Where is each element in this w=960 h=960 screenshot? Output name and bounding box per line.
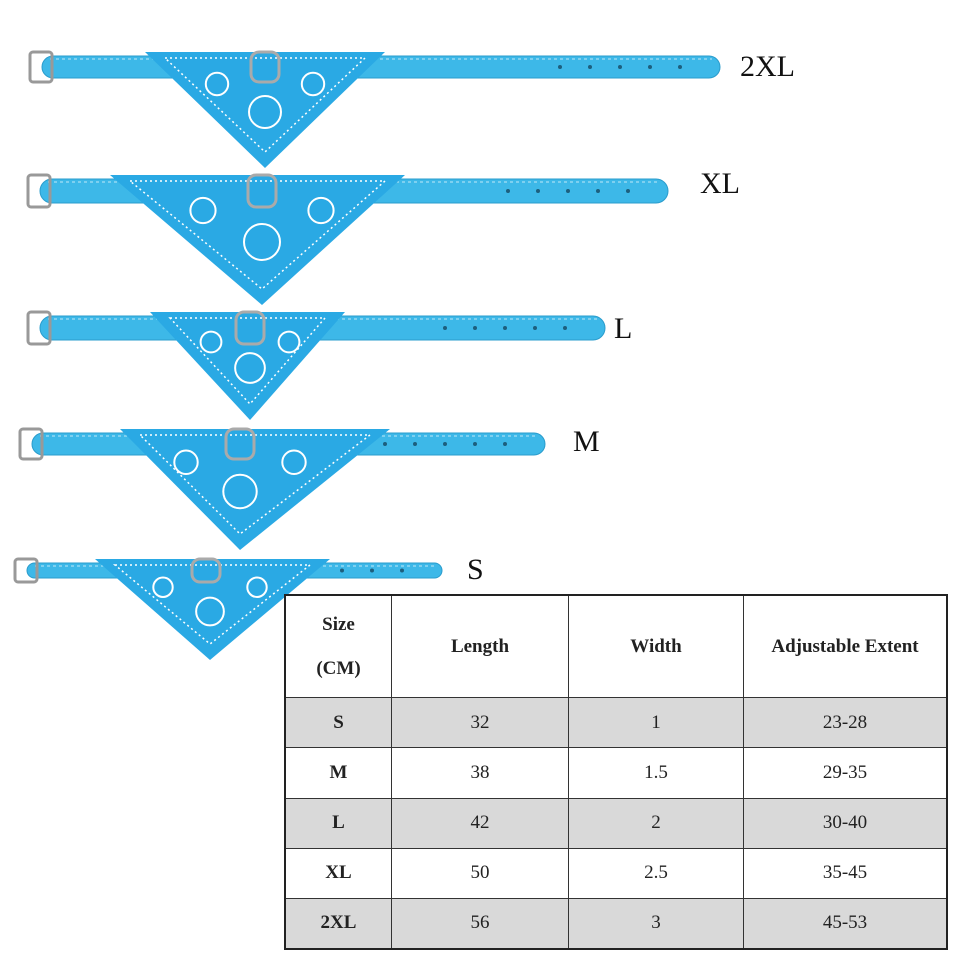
paisley-pattern: [173, 449, 199, 475]
bandana: [120, 429, 390, 550]
strap-hole: [558, 65, 562, 69]
strap-hole: [566, 189, 570, 193]
table-row: S 32 1 23-28: [284, 697, 948, 749]
cell-size: S: [284, 697, 392, 749]
buckle-icon: [28, 50, 54, 84]
paisley-pattern: [307, 196, 335, 225]
header-size-line1: Size: [322, 613, 355, 635]
paisley-pattern: [199, 330, 223, 354]
cell-size: L: [284, 797, 392, 849]
paisley-pattern: [222, 473, 258, 510]
strap-hole: [596, 189, 600, 193]
label-l: L: [614, 312, 633, 345]
cell-extent: 30-40: [743, 797, 948, 849]
strap-hole: [473, 326, 477, 330]
strap-hole: [626, 189, 630, 193]
cell-extent: 29-35: [743, 747, 948, 799]
bandana-border-pattern: [163, 57, 367, 154]
d-ring-icon: [224, 427, 256, 461]
cell-length: 42: [391, 797, 569, 849]
header-extent: Adjustable Extent: [743, 594, 948, 699]
bandana: [110, 175, 405, 305]
strap-hole: [473, 442, 477, 446]
cell-size: 2XL: [284, 897, 392, 950]
cell-width: 1: [568, 697, 744, 749]
strap-hole: [506, 189, 510, 193]
strap-hole: [588, 65, 592, 69]
strap-hole: [370, 568, 374, 573]
strap-hole: [533, 326, 537, 330]
header-width: Width: [568, 594, 744, 699]
d-ring-icon: [190, 557, 222, 584]
strap-hole: [413, 442, 417, 446]
header-length: Length: [391, 594, 569, 699]
header-size-line2: (CM): [316, 657, 361, 679]
label-xl: XL: [700, 167, 740, 200]
paisley-pattern: [300, 71, 326, 97]
cell-size: XL: [284, 847, 392, 899]
strap-hole: [563, 326, 567, 330]
strap-hole: [536, 189, 540, 193]
paisley-pattern: [281, 449, 307, 475]
size-chart-table: Size (CM) Length Width Adjustable Extent…: [284, 594, 948, 950]
strap-hole: [503, 326, 507, 330]
d-ring-icon: [246, 173, 278, 209]
paisley-pattern: [204, 71, 230, 97]
paisley-pattern: [248, 95, 282, 129]
cell-length: 38: [391, 747, 569, 799]
cell-length: 50: [391, 847, 569, 899]
table-header-row: Size (CM) Length Width Adjustable Extent: [284, 594, 948, 699]
buckle-icon: [26, 310, 52, 346]
table-row: L 42 2 30-40: [284, 797, 948, 849]
paisley-pattern: [246, 576, 268, 598]
strap-hole: [400, 568, 404, 573]
label-m: M: [573, 425, 600, 458]
cell-extent: 23-28: [743, 697, 948, 749]
paisley-pattern: [277, 330, 301, 354]
paisley-pattern: [152, 576, 174, 598]
cell-width: 1.5: [568, 747, 744, 799]
paisley-pattern: [234, 352, 266, 384]
paisley-pattern: [195, 596, 225, 627]
cell-size: M: [284, 747, 392, 799]
strap-hole: [383, 442, 387, 446]
table-row: XL 50 2.5 35-45: [284, 847, 948, 899]
cell-extent: 35-45: [743, 847, 948, 899]
collar-images: [13, 50, 721, 660]
strap-hole: [340, 568, 344, 573]
cell-length: 56: [391, 897, 569, 950]
strap-hole: [443, 442, 447, 446]
table-row: M 38 1.5 29-35: [284, 747, 948, 799]
strap-hole: [678, 65, 682, 69]
cell-width: 2.5: [568, 847, 744, 899]
paisley-pattern: [243, 223, 281, 261]
label-s: S: [467, 553, 484, 586]
d-ring-icon: [249, 50, 281, 84]
buckle-icon: [13, 557, 39, 584]
cell-length: 32: [391, 697, 569, 749]
strap-hole: [503, 442, 507, 446]
strap-hole: [648, 65, 652, 69]
cell-width: 2: [568, 797, 744, 849]
label-2xl: 2XL: [740, 50, 795, 83]
cell-extent: 45-53: [743, 897, 948, 950]
cell-width: 3: [568, 897, 744, 950]
strap-hole: [443, 326, 447, 330]
bandana-border-pattern: [127, 180, 387, 290]
strap-hole: [618, 65, 622, 69]
buckle-icon: [18, 427, 44, 461]
bandana: [145, 52, 385, 168]
buckle-icon: [26, 173, 52, 209]
bandana: [150, 312, 345, 420]
d-ring-icon: [234, 310, 266, 346]
table-row: 2XL 56 3 45-53: [284, 897, 948, 950]
paisley-pattern: [189, 196, 217, 225]
header-size: Size (CM): [284, 594, 392, 699]
